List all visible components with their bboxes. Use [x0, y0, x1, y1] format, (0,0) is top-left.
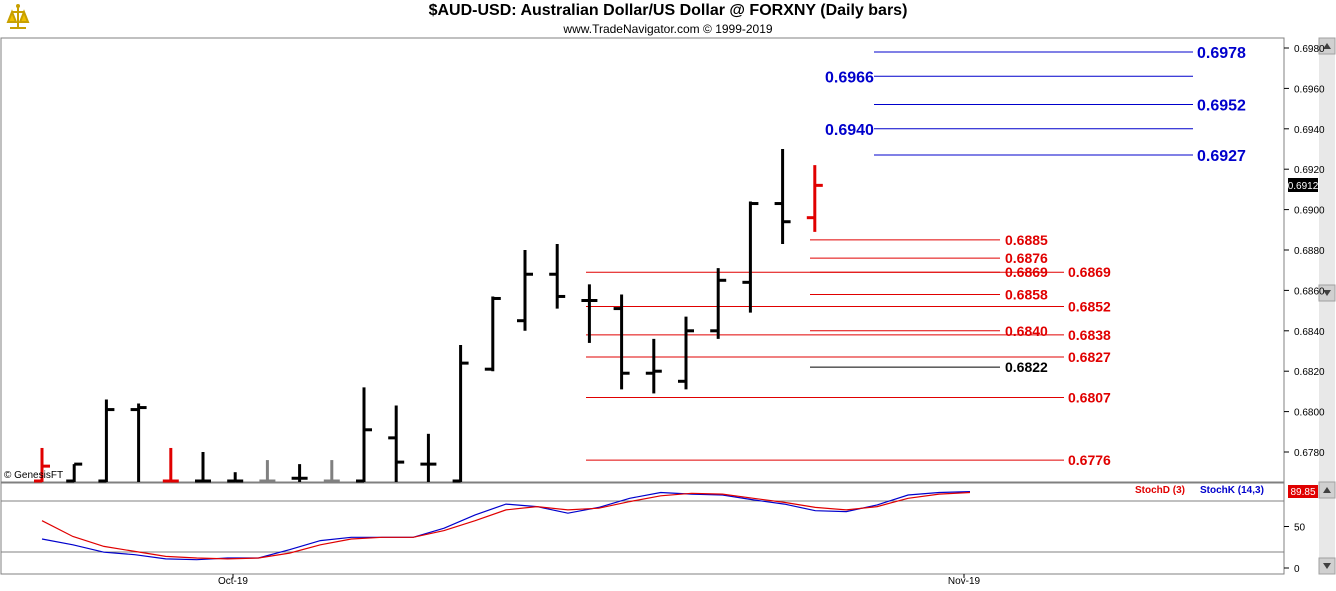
- scroll-up-icon: [1323, 43, 1331, 49]
- ohlc-bar: [484, 296, 501, 372]
- price-bars: [34, 149, 823, 483]
- stoch-tick-label: 0: [1294, 564, 1300, 575]
- red-inner-level-label: 0.6885: [1005, 232, 1048, 248]
- price-tick-label: 0.6980: [1294, 44, 1325, 55]
- red-outer-level-label: 0.6807: [1068, 389, 1111, 405]
- chart-title: $AUD-USD: Australian Dollar/US Dollar @ …: [428, 2, 908, 19]
- price-tick-label: 0.6880: [1294, 246, 1325, 257]
- ohlc-bar: [613, 294, 630, 390]
- scrollbar-track[interactable]: [1319, 38, 1335, 574]
- red-outer-level-label: 0.6852: [1068, 299, 1111, 315]
- red-inner-level-label: 0.6858: [1005, 286, 1048, 302]
- stoch-d-line: [41, 491, 971, 560]
- ohlc-bar: [452, 344, 469, 483]
- ohlc-bar: [323, 460, 340, 483]
- ohlc-bar: [34, 447, 50, 483]
- price-tick-label: 0.6940: [1294, 125, 1325, 136]
- chart-subtitle: www.TradeNavigator.com © 1999-2019: [563, 22, 773, 36]
- trade-navigator-logo-icon: [2, 2, 34, 34]
- ohlc-bar: [388, 405, 405, 482]
- stochastic-pane: [0, 482, 1285, 575]
- price-levels: 0.6978 0.6966 0.6952 0.6940 0.6927 0.6885 0.68…: [586, 45, 1246, 468]
- ohlc-bar: [549, 243, 566, 309]
- last-price-value: 0.6912: [1288, 181, 1319, 192]
- price-tick-label: 0.6800: [1294, 408, 1325, 419]
- price-tick-label: 0.6840: [1294, 327, 1325, 338]
- red-outer-level-label: 0.6776: [1068, 452, 1111, 468]
- price-tick-label: 0.6820: [1294, 367, 1325, 378]
- time-tick-label: Oct-19: [218, 576, 248, 587]
- ohlc-bar: [259, 460, 276, 483]
- blue-level-label: 0.6966: [825, 69, 874, 86]
- watermark: © GenesisFT: [4, 470, 63, 481]
- blue-level-label: 0.6940: [825, 122, 874, 139]
- ohlc-bar: [420, 433, 437, 482]
- price-tick-label: 0.6960: [1294, 84, 1325, 95]
- blue-level-label: 0.6978: [1197, 45, 1246, 62]
- scroll-down-icon: [1323, 290, 1331, 296]
- red-outer-level-label: 0.6838: [1068, 327, 1111, 343]
- red-inner-level-label: 0.6840: [1005, 323, 1048, 339]
- ohlc-bar: [195, 452, 211, 483]
- ohlc-bar: [227, 472, 244, 483]
- legend-stoch-k: StochK (14,3): [1200, 485, 1264, 496]
- stoch-scroll-down-icon: [1323, 563, 1331, 569]
- red-outer-level-label: 0.6869: [1068, 264, 1111, 280]
- stoch-scroll-up-icon: [1323, 487, 1331, 493]
- ohlc-bar: [356, 387, 372, 483]
- red-inner-level-label: 0.6876: [1005, 250, 1048, 266]
- ohlc-bar: [517, 250, 533, 331]
- blue-level-label: 0.6952: [1197, 98, 1246, 115]
- stoch-last-value: 89.85: [1290, 487, 1315, 498]
- stoch-k-line: [41, 491, 971, 561]
- black-level-label: 0.6822: [1005, 359, 1048, 375]
- stoch-tick-label: 50: [1294, 523, 1306, 534]
- time-axis: Oct-19 Nov-19: [218, 574, 981, 587]
- legend-stoch-d: StochD (3): [1135, 485, 1185, 496]
- price-tick-label: 0.6780: [1294, 448, 1325, 459]
- time-tick-label: Nov-19: [948, 576, 981, 587]
- price-tick-label: 0.6900: [1294, 206, 1325, 217]
- ohlc-bar: [130, 403, 147, 482]
- chart-header: $AUD-USD: Australian Dollar/US Dollar @ …: [0, 0, 1336, 37]
- last-price-badge: [1288, 178, 1318, 192]
- ohlc-bar: [645, 338, 662, 394]
- ohlc-bar: [806, 165, 823, 232]
- red-outer-level-label: 0.6827: [1068, 349, 1111, 365]
- ohlc-bar: [66, 462, 83, 483]
- price-axis: 0.6780 0.6800 0.6820 0.6840 0.6860 0.6880 0.69…: [1284, 44, 1325, 459]
- price-tick-label: 0.6920: [1294, 165, 1325, 176]
- ohlc-bar: [291, 464, 308, 482]
- ohlc-bar: [98, 399, 115, 483]
- ohlc-bar: [581, 284, 598, 343]
- ohlc-bar: [774, 149, 791, 244]
- price-tick-label: 0.6860: [1294, 286, 1325, 297]
- ohlc-bar: [678, 316, 694, 390]
- ohlc-bar: [710, 268, 727, 339]
- ohlc-bar: [162, 447, 179, 483]
- stoch-value-badge: [1288, 485, 1318, 498]
- ohlc-bar: [742, 201, 759, 313]
- price-pane: [0, 37, 1285, 483]
- blue-level-label: 0.6927: [1197, 148, 1246, 165]
- stochastic-lines: 0 50: [41, 491, 1306, 575]
